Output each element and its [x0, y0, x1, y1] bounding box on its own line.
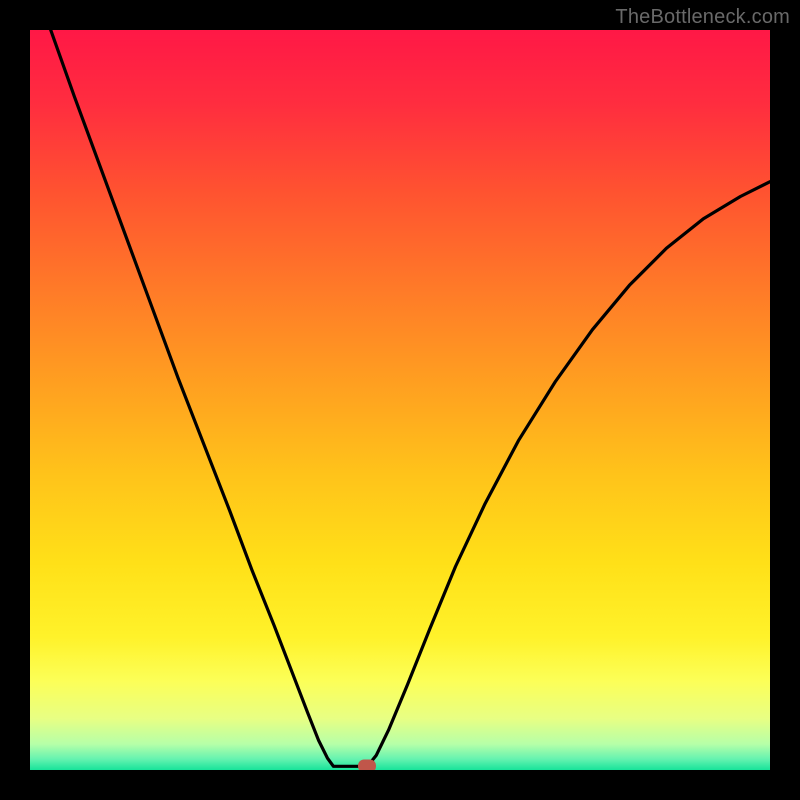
watermark-text: TheBottleneck.com — [615, 6, 790, 29]
chart-stage: TheBottleneck.com — [0, 0, 800, 800]
plot-area — [30, 30, 770, 770]
minimum-marker — [358, 759, 376, 770]
plot-outer-frame — [0, 30, 800, 800]
bottleneck-curve — [30, 30, 770, 770]
